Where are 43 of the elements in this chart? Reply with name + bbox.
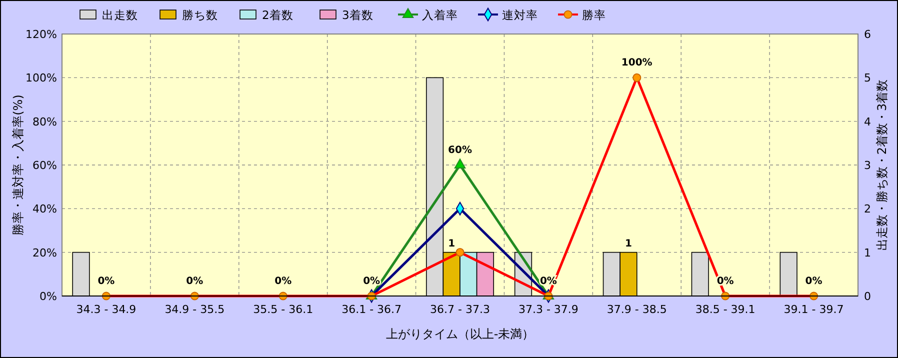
- data-label: 0%: [805, 276, 822, 287]
- x-tick-label: 36.1 - 36.7: [342, 303, 402, 316]
- y-tick-label: 20%: [32, 246, 57, 260]
- data-label: 60%: [448, 145, 472, 156]
- y2-tick-label: 0: [864, 290, 871, 303]
- y2-tick-label: 1: [864, 246, 871, 260]
- legend-label: 出走数: [102, 8, 138, 22]
- x-tick-label: 38.5 - 39.1: [695, 303, 756, 316]
- y2-tick-label: 3: [864, 159, 871, 172]
- legend-label: 連対率: [502, 8, 538, 22]
- legend-label: 勝率: [582, 8, 606, 22]
- y-tick-label: 120%: [26, 28, 57, 41]
- y2-tick-label: 5: [864, 72, 871, 85]
- y-tick-label: 100%: [26, 72, 57, 85]
- x-tick-label: 37.3 - 37.9: [518, 303, 578, 316]
- x-tick-label: 37.9 - 38.5: [606, 303, 667, 316]
- x-tick-label: 39.1 - 39.7: [784, 303, 844, 316]
- data-label: 1: [448, 238, 456, 250]
- x-tick-label: 36.7 - 37.3: [430, 303, 490, 316]
- data-label: 0%: [274, 276, 292, 287]
- x-tick-label: 34.9 - 35.5: [164, 303, 225, 316]
- legend-label: 入着率: [422, 8, 458, 22]
- x-axis-title: 上がりタイム（以上-未満）: [386, 327, 534, 341]
- data-label: 1: [625, 238, 632, 250]
- point: [454, 158, 466, 168]
- legend-label: 3着数: [342, 8, 374, 22]
- x-tick-label: 34.3 - 34.9: [76, 303, 136, 316]
- y-axis-title: 勝率・連対率・入着率(%): [11, 94, 25, 236]
- legend-label: 2着数: [262, 8, 294, 22]
- y2-axis-title: 出走数・勝ち数・2着数・3着数: [875, 79, 889, 251]
- legend-label: 勝ち数: [182, 8, 218, 22]
- data-label: 0%: [363, 276, 380, 287]
- y2-tick-label: 2: [864, 202, 871, 216]
- y2-tick-label: 4: [864, 115, 871, 128]
- y-tick-label: 80%: [32, 115, 57, 128]
- data-label: 0%: [98, 276, 115, 287]
- data-label: 100%: [621, 58, 652, 69]
- y-tick-label: 0%: [40, 290, 57, 303]
- y-tick-label: 40%: [32, 202, 57, 216]
- data-label: 0%: [186, 276, 204, 287]
- x-tick-label: 35.5 - 36.1: [253, 303, 314, 316]
- y2-tick-label: 6: [864, 28, 871, 41]
- y-tick-label: 60%: [32, 159, 57, 172]
